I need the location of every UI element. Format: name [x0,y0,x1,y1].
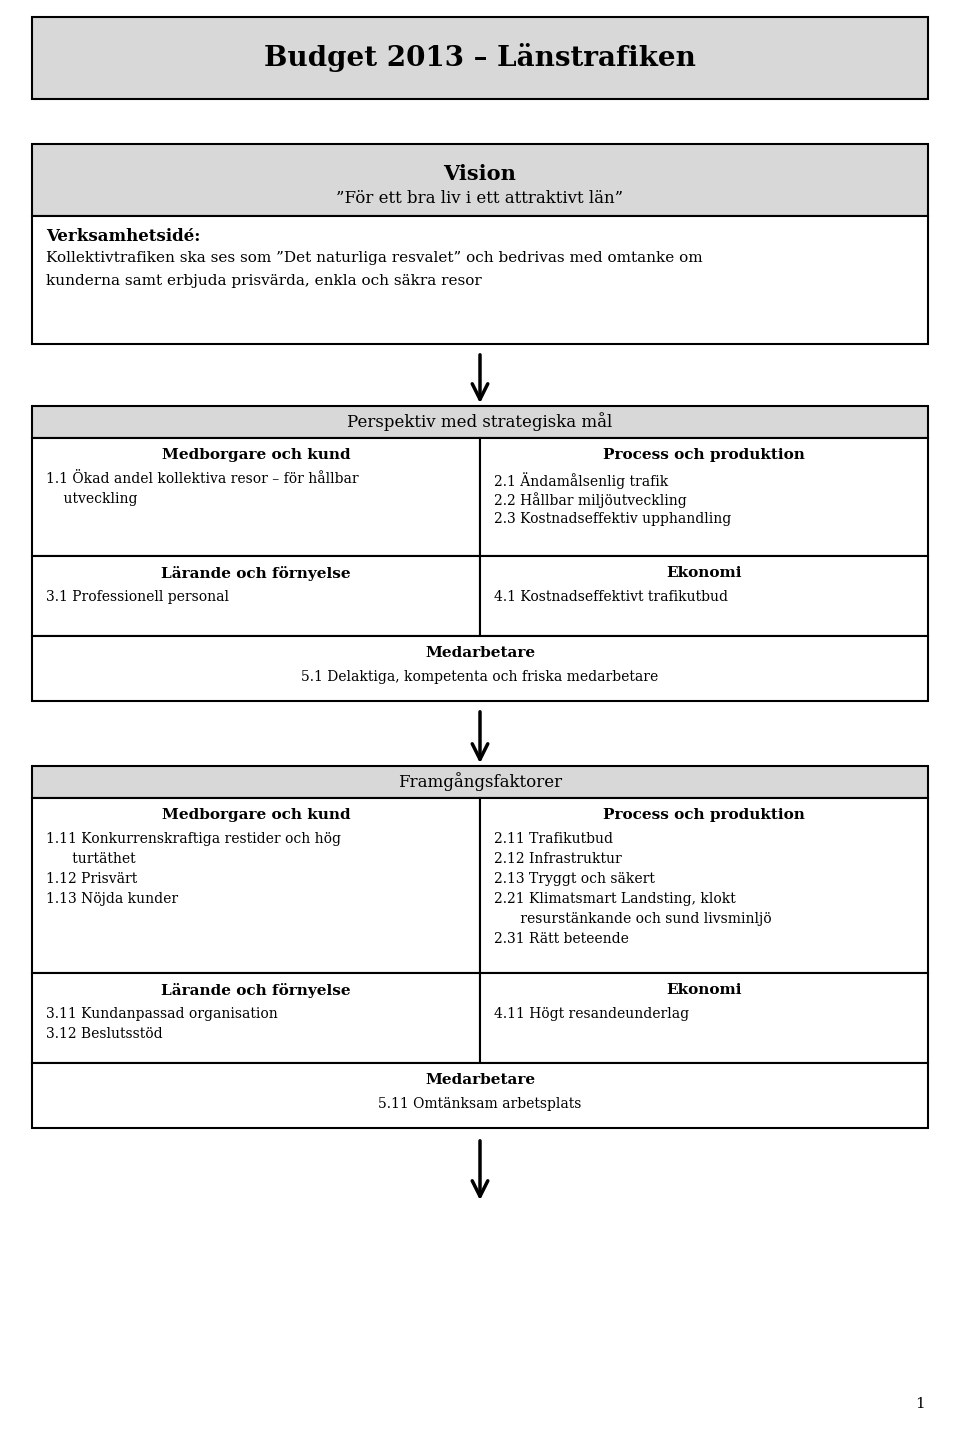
Text: Medarbetare: Medarbetare [425,1073,535,1087]
Text: 3.1 Professionell personal: 3.1 Professionell personal [46,590,229,604]
Text: 3.12 Beslutsstöd: 3.12 Beslutsstöd [46,1027,162,1041]
Bar [480,798,928,972]
Text: Ekonomi: Ekonomi [666,982,742,997]
Text: 2.13 Tryggt och säkert: 2.13 Tryggt och säkert [494,872,655,886]
Text: Lärande och förnyelse: Lärande och förnyelse [161,566,350,581]
Text: 5.11 Omtänksam arbetsplats: 5.11 Omtänksam arbetsplats [378,1097,582,1111]
Text: 1.1 Ökad andel kollektiva resor – för hållbar: 1.1 Ökad andel kollektiva resor – för hå… [46,473,359,485]
Text: 2.11 Trafikutbud: 2.11 Trafikutbud [494,832,613,846]
Text: ”För ett bra liv i ett attraktivt län”: ”För ett bra liv i ett attraktivt län” [336,190,624,208]
Bar [32,216,928,344]
Text: Verksamhetsidé:: Verksamhetsidé: [46,228,201,245]
Bar [480,438,928,556]
Text: Perspektiv med strategiska mål: Perspektiv med strategiska mål [348,412,612,431]
Bar [32,636,928,702]
Bar [32,972,480,1063]
Bar [32,407,928,438]
Bar [480,556,928,636]
Text: 2.12 Infrastruktur: 2.12 Infrastruktur [494,852,622,866]
Text: 4.1 Kostnadseffektivt trafikutbud: 4.1 Kostnadseffektivt trafikutbud [494,590,728,604]
Text: Ekonomi: Ekonomi [666,566,742,580]
Text: 5.1 Delaktiga, kompetenta och friska medarbetare: 5.1 Delaktiga, kompetenta och friska med… [301,670,659,684]
Bar [32,145,928,216]
Text: 2.21 Klimatsmart Landsting, klokt: 2.21 Klimatsmart Landsting, klokt [494,892,735,906]
Text: resurstänkande och sund livsminljö: resurstänkande och sund livsminljö [494,912,772,927]
Text: Medborgare och kund: Medborgare och kund [161,448,350,463]
Bar [32,766,928,798]
Text: Medarbetare: Medarbetare [425,646,535,660]
Text: 2.3 Kostnadseffektiv upphandling: 2.3 Kostnadseffektiv upphandling [494,513,732,526]
Text: 1.12 Prisvärt: 1.12 Prisvärt [46,872,137,886]
Bar [480,972,928,1063]
Text: Lärande och förnyelse: Lärande och förnyelse [161,982,350,998]
Text: 2.31 Rätt beteende: 2.31 Rätt beteende [494,932,629,947]
Text: Medborgare och kund: Medborgare och kund [161,808,350,822]
Text: kunderna samt erbjuda prisvärda, enkla och säkra resor: kunderna samt erbjuda prisvärda, enkla o… [46,274,482,288]
Bar [32,798,480,972]
Bar [32,17,928,99]
Text: 2.1 Ändamålsenlig trafik: 2.1 Ändamålsenlig trafik [494,473,668,488]
Text: 2.2 Hållbar miljöutveckling: 2.2 Hållbar miljöutveckling [494,493,686,508]
Text: Framgångsfaktorer: Framgångsfaktorer [398,772,562,792]
Bar [32,556,480,636]
Text: utveckling: utveckling [46,493,137,505]
Text: 3.11 Kundanpassad organisation: 3.11 Kundanpassad organisation [46,1007,277,1021]
Text: 4.11 Högt resandeunderlag: 4.11 Högt resandeunderlag [494,1007,689,1021]
Bar [32,438,480,556]
Text: 1: 1 [915,1398,924,1411]
Text: Budget 2013 – Länstrafiken: Budget 2013 – Länstrafiken [264,43,696,73]
Text: Vision: Vision [444,165,516,183]
Bar [32,1063,928,1128]
Text: turtäthet: turtäthet [46,852,135,866]
Text: Kollektivtrafiken ska ses som ”Det naturliga resvalet” och bedrivas med omtanke : Kollektivtrafiken ska ses som ”Det natur… [46,251,703,265]
Text: Process och produktion: Process och produktion [603,448,804,463]
Text: 1.11 Konkurrenskraftiga restider och hög: 1.11 Konkurrenskraftiga restider och hög [46,832,341,846]
Text: Process och produktion: Process och produktion [603,808,804,822]
Text: 1.13 Nöjda kunder: 1.13 Nöjda kunder [46,892,179,906]
